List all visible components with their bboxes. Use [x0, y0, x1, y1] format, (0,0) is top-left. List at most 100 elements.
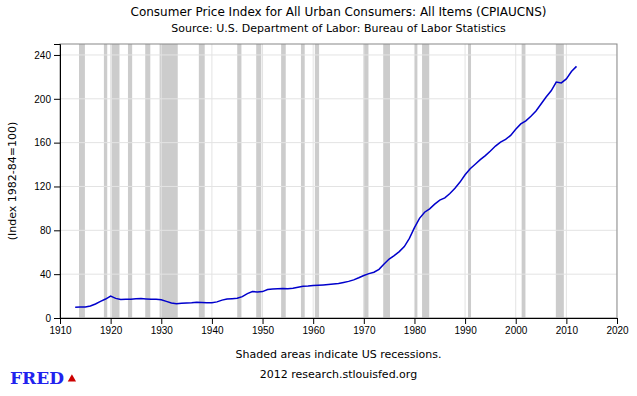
tick-mark	[263, 318, 264, 324]
tick: 1980	[404, 318, 427, 336]
grid-line-y	[60, 186, 617, 187]
grid-line-y	[60, 142, 617, 143]
logo: FRED	[10, 368, 64, 388]
note: 2012 research.stlouisfed.org	[260, 368, 417, 381]
tick-label: 1940	[201, 325, 224, 336]
chart: Consumer Price Index for All Urban Consu…	[0, 0, 637, 396]
tick-label: 2020	[606, 325, 629, 336]
plot-area	[60, 44, 617, 318]
tick-mark	[161, 318, 162, 324]
tick-label: 40	[40, 269, 52, 280]
recession-span	[199, 44, 205, 318]
tick-mark	[54, 230, 60, 231]
tick-label: 1960	[303, 325, 326, 336]
grid-line-x	[566, 44, 567, 318]
grid-line-x	[465, 44, 466, 318]
tick: 200	[34, 94, 60, 105]
tick-mark	[364, 318, 365, 324]
recession-span	[522, 44, 526, 318]
recession-span	[363, 44, 368, 318]
tick: 2020	[606, 318, 629, 336]
tick-mark	[54, 274, 60, 275]
note: Shaded areas indicate US recessions.	[236, 348, 442, 361]
grid-line-y	[60, 98, 617, 99]
tick-label: 1920	[100, 325, 123, 336]
tick-mark	[54, 318, 60, 319]
tick: 1990	[454, 318, 477, 336]
tick: 1930	[151, 318, 174, 336]
tick-mark	[313, 318, 314, 324]
tick: 1920	[100, 318, 123, 336]
recession-span	[556, 44, 564, 318]
tick-label: 240	[34, 50, 51, 61]
tick-mark	[54, 55, 60, 56]
grid-line-x	[262, 44, 263, 318]
tick-mark	[54, 99, 60, 100]
tick-mark	[54, 143, 60, 144]
recession-span	[281, 44, 286, 318]
tick-label: 80	[40, 225, 52, 236]
recession-span	[111, 44, 119, 318]
tick-label: 2000	[505, 325, 528, 336]
x-axis: 1910 1920 1930 1940 1950 1960 1970 1980 1990 2000…	[49, 318, 629, 336]
tick-mark	[212, 318, 213, 324]
grid-line-x	[211, 44, 212, 318]
tick: 80	[40, 225, 60, 236]
recession-span	[256, 44, 261, 318]
tick-label: 1950	[252, 325, 275, 336]
recession-span	[414, 44, 417, 318]
tick-mark	[465, 318, 466, 324]
tick-mark	[414, 318, 415, 324]
grid-line-y	[60, 54, 617, 55]
recession-span	[468, 44, 471, 318]
tick-label: 200	[34, 94, 51, 105]
tick: 1910	[49, 318, 72, 336]
grid-line-x	[515, 44, 516, 318]
tick-label: 2010	[556, 325, 579, 336]
tick-label: 160	[34, 137, 51, 148]
tick-mark	[617, 318, 618, 324]
recession-span	[315, 44, 319, 318]
grid-line-x	[161, 44, 162, 318]
grid-line-x	[110, 44, 111, 318]
tick: 2010	[556, 318, 579, 336]
grid-line-x	[313, 44, 314, 318]
tick-mark	[566, 318, 567, 324]
plot-frame	[60, 44, 617, 318]
recession-span	[422, 44, 429, 318]
tick: 0	[45, 313, 60, 324]
cpi-line	[75, 66, 576, 307]
recessions	[79, 44, 564, 318]
tick: 1950	[252, 318, 275, 336]
tick: 1970	[353, 318, 376, 336]
tick: 40	[40, 269, 60, 280]
recession-span	[128, 44, 132, 318]
y-axis-label: (Index 1982-84=100)	[6, 122, 19, 241]
grid-line-x	[414, 44, 415, 318]
axis-line	[61, 319, 618, 325]
grid	[60, 44, 617, 318]
tick: 2000	[505, 318, 528, 336]
grid-line-y	[60, 230, 617, 231]
tick-mark	[111, 318, 112, 324]
tick-label: 1930	[151, 325, 174, 336]
title: Consumer Price Index for All Urban Consu…	[131, 5, 547, 19]
tick-label: 1970	[353, 325, 376, 336]
tick: 1940	[201, 318, 224, 336]
tick: 160	[34, 137, 60, 148]
tick: 240	[34, 50, 60, 61]
recession-span	[237, 44, 241, 318]
recession-span	[79, 44, 85, 318]
recession-span	[301, 44, 305, 318]
tick-label: 1990	[454, 325, 477, 336]
tick-mark	[516, 318, 517, 324]
tick-label: 0	[45, 313, 51, 324]
y-axis: 04080120160200240	[34, 45, 60, 324]
logo-icon	[68, 374, 76, 381]
grid-line-x	[363, 44, 364, 318]
tick-mark	[54, 186, 60, 187]
recession-span	[383, 44, 390, 318]
grid-line-y	[60, 274, 617, 275]
recession-span	[160, 44, 178, 318]
axis-line	[54, 45, 61, 319]
